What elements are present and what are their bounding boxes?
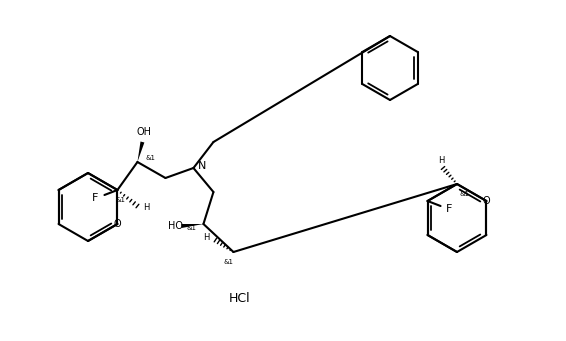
Polygon shape bbox=[181, 224, 203, 228]
Text: H: H bbox=[143, 204, 150, 212]
Polygon shape bbox=[138, 142, 144, 162]
Text: N: N bbox=[198, 161, 206, 171]
Text: H: H bbox=[203, 233, 209, 241]
Text: HCl: HCl bbox=[229, 292, 251, 305]
Text: &1: &1 bbox=[224, 259, 233, 265]
Text: &1: &1 bbox=[115, 197, 126, 203]
Text: O: O bbox=[483, 196, 490, 206]
Text: &1: &1 bbox=[145, 155, 156, 161]
Text: OH: OH bbox=[137, 127, 152, 137]
Text: &1: &1 bbox=[460, 191, 470, 197]
Text: &1: &1 bbox=[186, 225, 196, 231]
Text: H: H bbox=[438, 155, 444, 164]
Text: F: F bbox=[447, 204, 453, 214]
Text: HO: HO bbox=[169, 221, 183, 231]
Text: F: F bbox=[92, 193, 98, 203]
Text: O: O bbox=[114, 219, 121, 229]
